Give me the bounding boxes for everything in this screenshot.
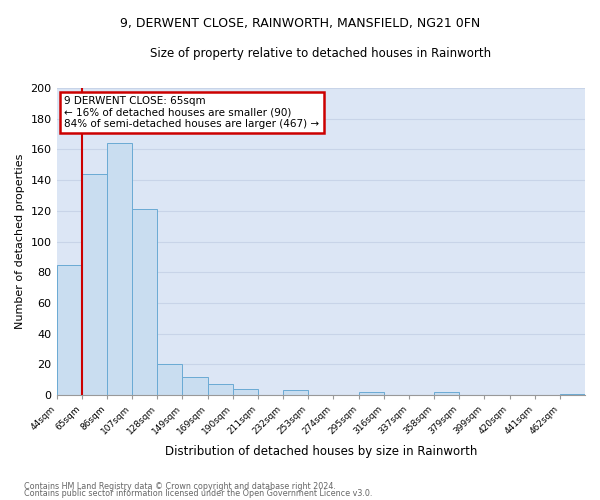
Bar	[233, 389, 258, 395]
Bar	[157, 364, 182, 395]
Text: Contains public sector information licensed under the Open Government Licence v3: Contains public sector information licen…	[24, 489, 373, 498]
Text: 9, DERWENT CLOSE, RAINWORTH, MANSFIELD, NG21 0FN: 9, DERWENT CLOSE, RAINWORTH, MANSFIELD, …	[120, 18, 480, 30]
Bar	[208, 384, 233, 395]
Text: Contains HM Land Registry data © Crown copyright and database right 2024.: Contains HM Land Registry data © Crown c…	[24, 482, 336, 491]
Bar	[359, 392, 383, 395]
Bar	[182, 376, 208, 395]
Title: Size of property relative to detached houses in Rainworth: Size of property relative to detached ho…	[150, 48, 491, 60]
Bar	[132, 210, 157, 395]
Text: 9 DERWENT CLOSE: 65sqm
← 16% of detached houses are smaller (90)
84% of semi-det: 9 DERWENT CLOSE: 65sqm ← 16% of detached…	[64, 96, 320, 129]
Bar	[434, 392, 459, 395]
Bar	[560, 394, 585, 395]
Y-axis label: Number of detached properties: Number of detached properties	[15, 154, 25, 329]
Bar	[283, 390, 308, 395]
Bar	[56, 264, 82, 395]
Bar	[107, 144, 132, 395]
Bar	[82, 174, 107, 395]
X-axis label: Distribution of detached houses by size in Rainworth: Distribution of detached houses by size …	[164, 444, 477, 458]
